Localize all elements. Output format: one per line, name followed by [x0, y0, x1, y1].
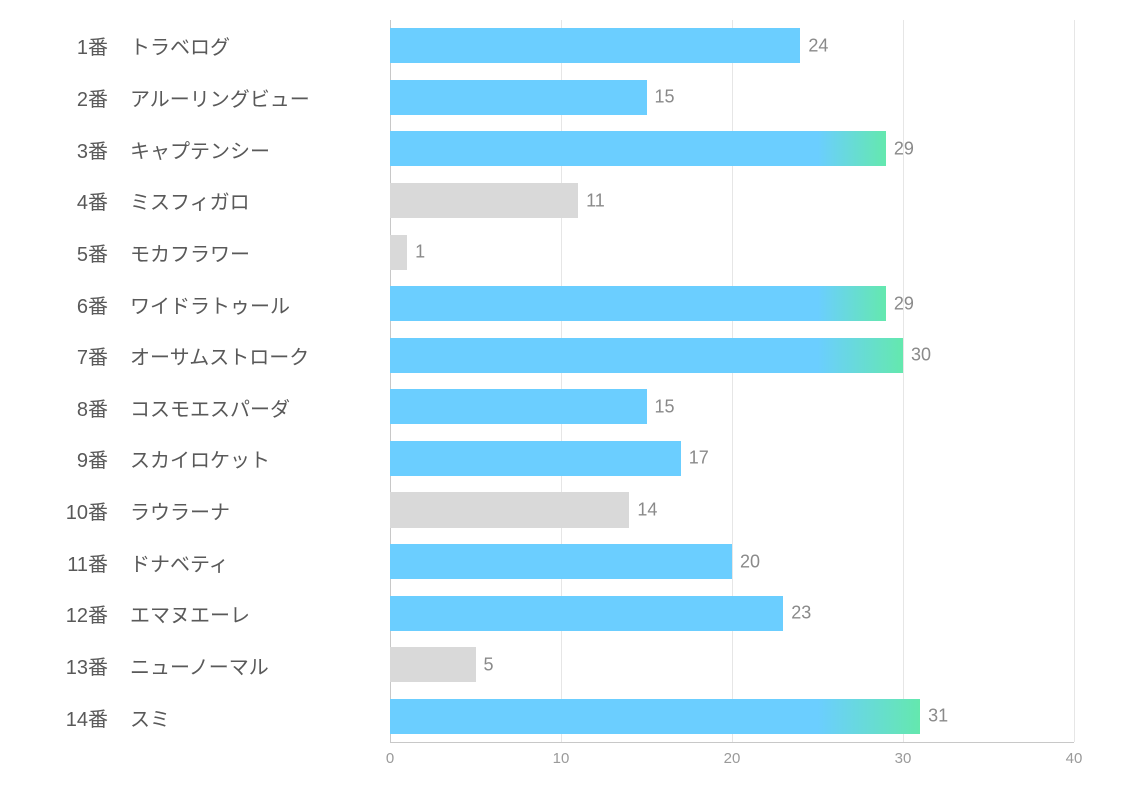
bar-value: 31	[928, 706, 948, 727]
bar: 30	[390, 338, 903, 373]
entry-number: 4番	[50, 186, 108, 215]
entry-number: 6番	[50, 290, 108, 319]
bar-value: 14	[637, 499, 657, 520]
label-row: 1番トラベログ	[50, 20, 382, 72]
bar-row: 30	[390, 329, 1074, 381]
entry-name: エマヌエーレ	[130, 599, 250, 628]
label-row: 8番コスモエスパーダ	[50, 381, 382, 433]
bar-value: 23	[791, 603, 811, 624]
entry-number: 13番	[50, 651, 108, 680]
label-row: 2番アルーリングビュー	[50, 72, 382, 124]
entry-name: アルーリングビュー	[130, 83, 310, 112]
entry-name: オーサムストローク	[130, 341, 309, 370]
label-row: 10番ラウラーナ	[50, 485, 382, 537]
bar-row: 17	[390, 433, 1074, 485]
label-row: 5番モカフラワー	[50, 227, 382, 279]
entry-number: 5番	[50, 238, 108, 267]
bar: 24	[390, 28, 800, 63]
bar-row: 23	[390, 587, 1074, 639]
chart-area: 1番トラベログ2番アルーリングビュー3番キャプテンシー4番ミスフィガロ5番モカフ…	[50, 20, 1074, 743]
entry-number: 1番	[50, 31, 108, 60]
entry-name: ドナベティ	[130, 548, 229, 577]
x-tick-label: 20	[724, 750, 741, 767]
bar-value: 24	[808, 35, 828, 56]
bar-row: 29	[390, 278, 1074, 330]
bar-row: 29	[390, 123, 1074, 175]
x-tick-label: 10	[553, 750, 570, 767]
bar-row: 24	[390, 20, 1074, 72]
entry-name: モカフラワー	[130, 238, 250, 267]
entry-number: 2番	[50, 83, 108, 112]
label-row: 4番ミスフィガロ	[50, 175, 382, 227]
label-row: 12番エマヌエーレ	[50, 588, 382, 640]
entry-name: スカイロケット	[130, 444, 270, 473]
entry-name: スミ	[130, 703, 170, 732]
entry-name: ニューノーマル	[130, 651, 269, 680]
entry-name: ラウラーナ	[130, 496, 230, 525]
bar-value: 15	[655, 396, 675, 417]
bars-column: 01020304024152911129301517142023531	[390, 20, 1074, 743]
label-row: 6番ワイドラトゥール	[50, 278, 382, 330]
label-row: 7番オーサムストローク	[50, 330, 382, 382]
label-row: 14番スミ	[50, 691, 382, 743]
bar-row: 15	[390, 72, 1074, 124]
entry-name: ミスフィガロ	[130, 186, 250, 215]
entry-number: 10番	[50, 496, 108, 525]
bar-row: 31	[390, 691, 1074, 743]
bar-value: 29	[894, 138, 914, 159]
bar-value: 1	[415, 242, 425, 263]
bar: 14	[390, 492, 629, 527]
entry-number: 8番	[50, 393, 108, 422]
bar: 31	[390, 699, 920, 734]
entry-name: キャプテンシー	[130, 135, 270, 164]
bar: 1	[390, 235, 407, 270]
label-row: 9番スカイロケット	[50, 433, 382, 485]
bar-value: 17	[689, 448, 709, 469]
entry-number: 12番	[50, 599, 108, 628]
bar-row: 1	[390, 226, 1074, 278]
bar-value: 29	[894, 293, 914, 314]
labels-column: 1番トラベログ2番アルーリングビュー3番キャプテンシー4番ミスフィガロ5番モカフ…	[50, 20, 390, 743]
entry-name: コスモエスパーダ	[130, 393, 290, 422]
entry-number: 7番	[50, 341, 108, 370]
entry-number: 14番	[50, 703, 108, 732]
entry-number: 9番	[50, 444, 108, 473]
bar: 20	[390, 544, 732, 579]
bar-row: 15	[390, 381, 1074, 433]
bar: 15	[390, 389, 647, 424]
x-tick-label: 30	[895, 750, 912, 767]
x-tick-label: 40	[1066, 750, 1083, 767]
bar-value: 30	[911, 345, 931, 366]
gridline	[1074, 20, 1075, 742]
entry-name: ワイドラトゥール	[130, 290, 290, 319]
label-row: 3番キャプテンシー	[50, 123, 382, 175]
bar: 17	[390, 441, 681, 476]
bar-row: 14	[390, 484, 1074, 536]
bar: 15	[390, 80, 647, 115]
bar-value: 11	[586, 190, 605, 211]
bar-value: 15	[655, 87, 675, 108]
bar-row: 20	[390, 536, 1074, 588]
bar-value: 5	[484, 654, 494, 675]
entry-number: 3番	[50, 135, 108, 164]
bar: 11	[390, 183, 578, 218]
bar: 23	[390, 596, 783, 631]
bar: 29	[390, 286, 886, 321]
x-tick-label: 0	[386, 750, 394, 767]
bar-value: 20	[740, 551, 760, 572]
entry-name: トラベログ	[130, 31, 230, 60]
bar-row: 11	[390, 175, 1074, 227]
horse-bar-chart: 1番トラベログ2番アルーリングビュー3番キャプテンシー4番ミスフィガロ5番モカフ…	[0, 0, 1134, 793]
label-row: 11番ドナベティ	[50, 536, 382, 588]
entry-number: 11番	[50, 548, 108, 577]
bar-row: 5	[390, 639, 1074, 691]
bar: 29	[390, 131, 886, 166]
bar: 5	[390, 647, 476, 682]
label-row: 13番ニューノーマル	[50, 640, 382, 692]
